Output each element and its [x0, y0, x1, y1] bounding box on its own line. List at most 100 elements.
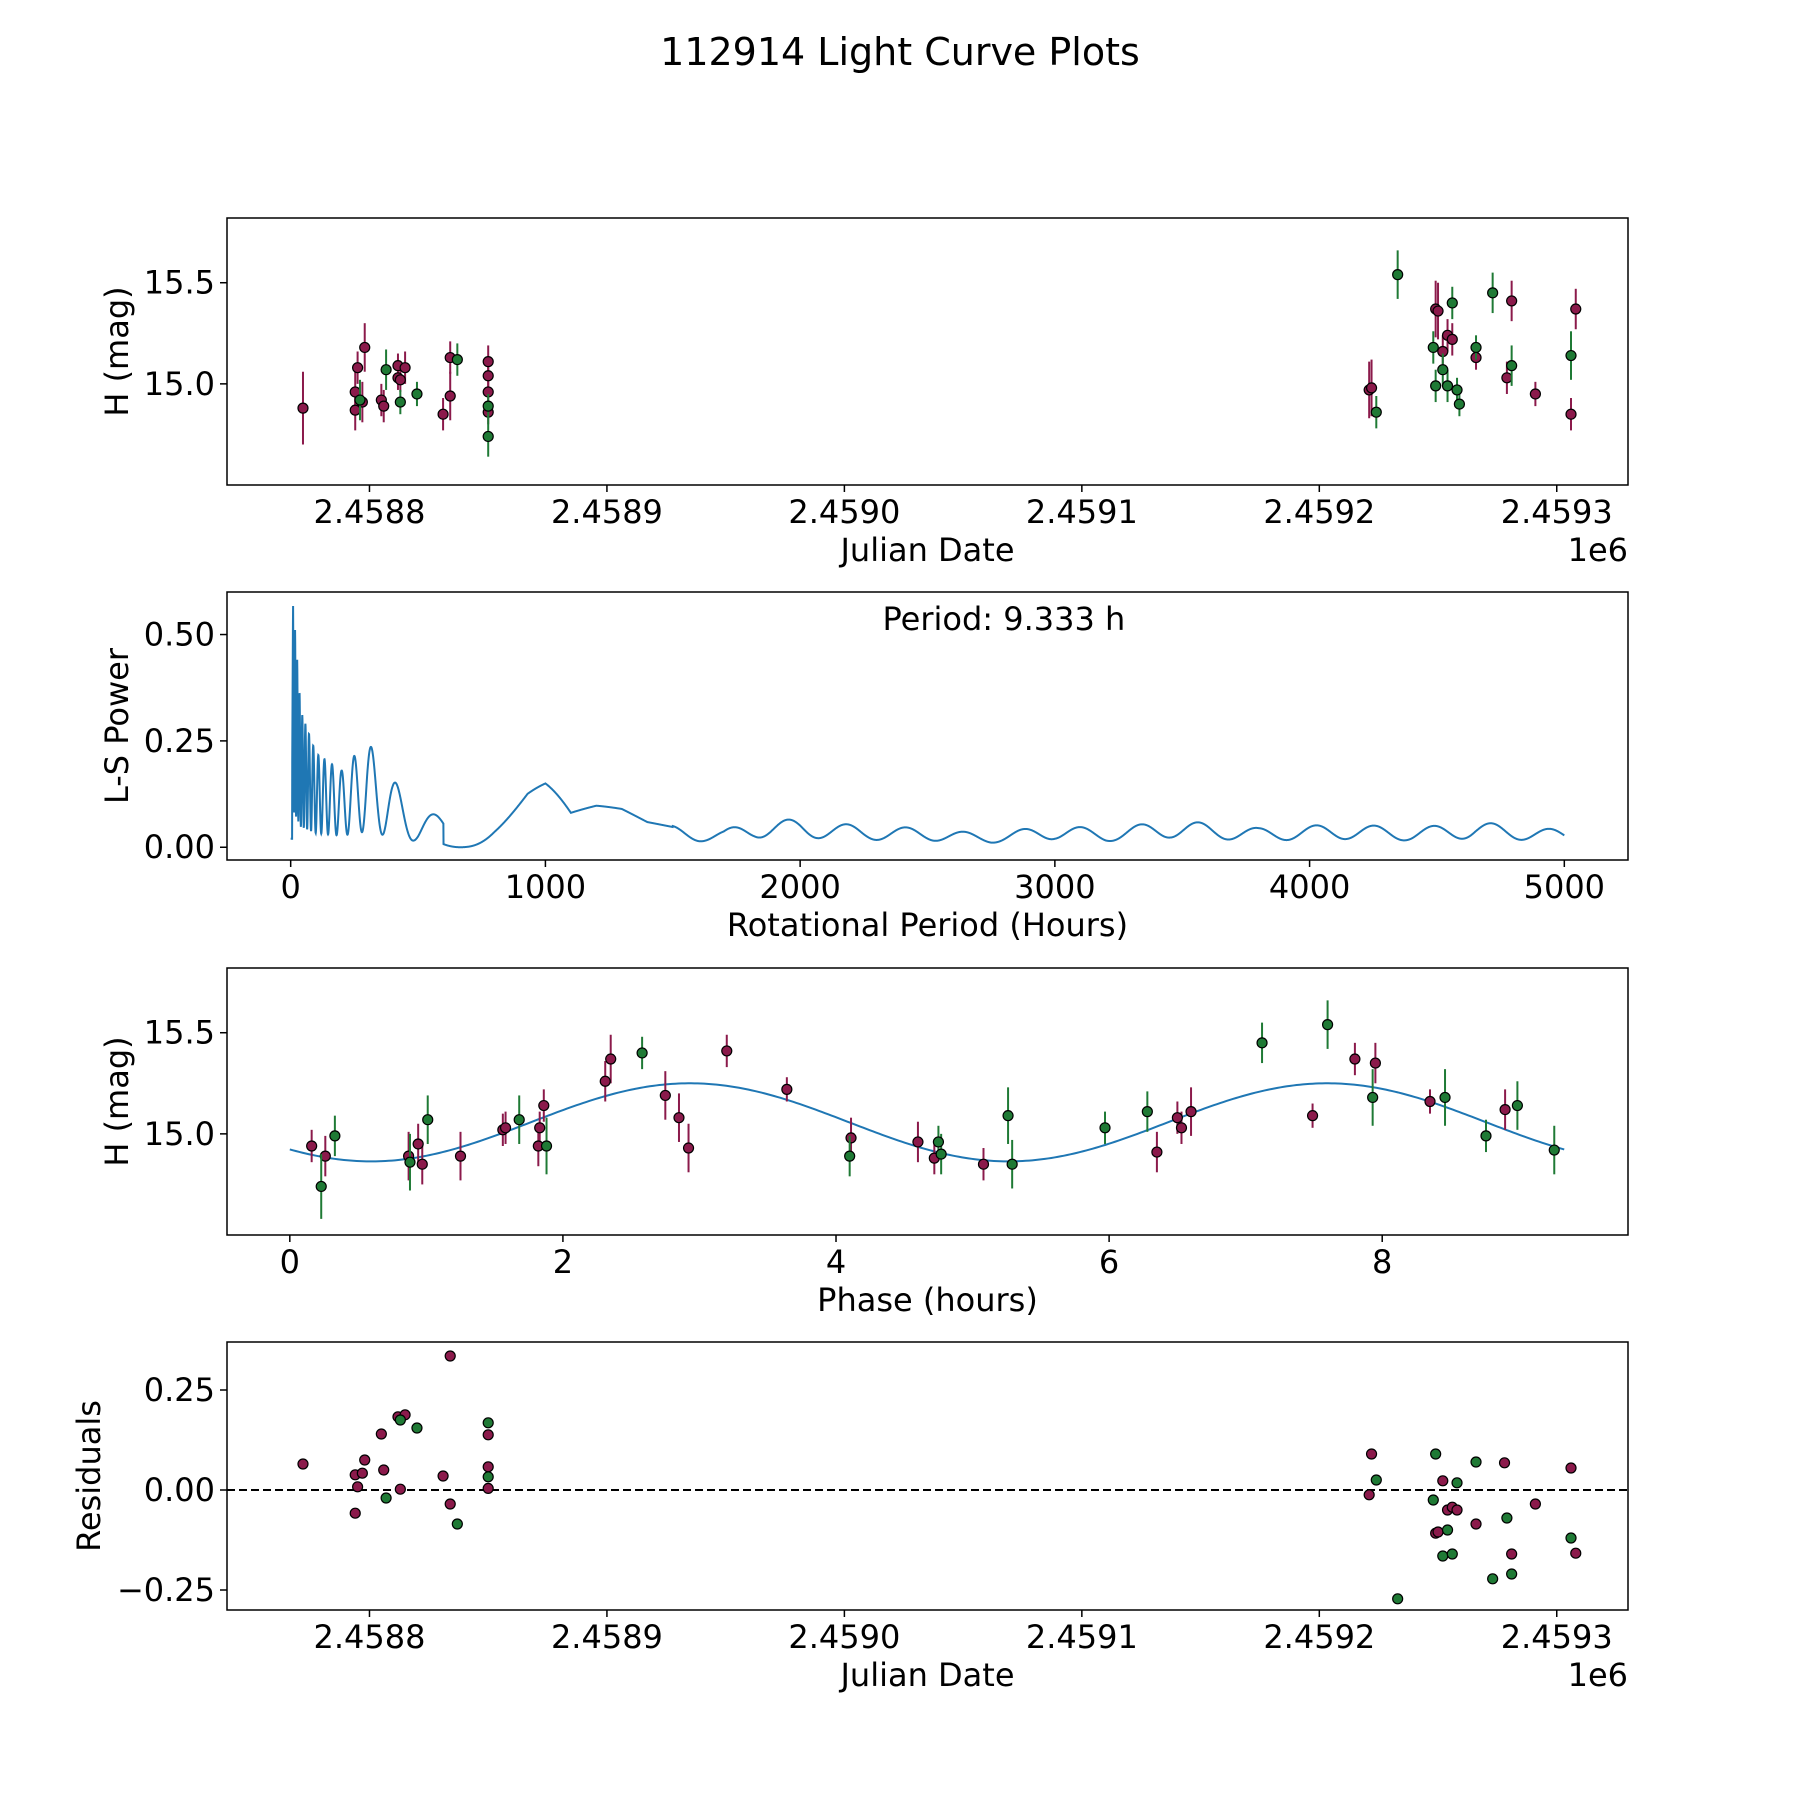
filter-red-point: [1470, 1518, 1482, 1530]
filter-red-point: [1171, 1112, 1183, 1124]
filter-red-point: [599, 1075, 611, 1087]
filter-green-point: [1565, 1532, 1577, 1544]
filter-green-point: [1427, 341, 1439, 354]
y-tick-label: −0.25: [117, 1571, 215, 1609]
filter-green-point: [636, 1047, 648, 1059]
filter-green-point: [1548, 1144, 1560, 1156]
filter-red-point: [1501, 372, 1513, 384]
filter-red-point: [721, 1045, 733, 1057]
x-tick-label: 2.4592: [1263, 1618, 1375, 1656]
filter-red-point: [1506, 295, 1518, 307]
filter-green-point: [1506, 360, 1518, 372]
filter-red-point: [912, 1136, 924, 1148]
filter-red-point: [375, 1428, 387, 1440]
filter-red-point: [1499, 1103, 1511, 1116]
y-axis-label: Residuals: [70, 1400, 108, 1552]
phase-fold-panel: 0 2 4 6 8 15.0 15.5 Phase (hours) H (mag): [98, 967, 1629, 1319]
filter-red-point: [1498, 1457, 1511, 1469]
figure-title: 112914 Light Curve Plots: [660, 30, 1140, 74]
filter-red-point: [482, 370, 494, 382]
filter-green-point: [1437, 364, 1449, 376]
filter-red-point: [297, 1458, 309, 1470]
filter-red-point: [349, 404, 361, 416]
filter-red-point: [1369, 1057, 1381, 1069]
filter-green-point: [1437, 1550, 1449, 1562]
filter-green-point: [1441, 1524, 1454, 1536]
y-tick-label: 15.5: [144, 264, 215, 302]
x-tick-label: 2.4593: [1501, 1618, 1613, 1656]
filter-red-point: [659, 1089, 671, 1102]
x-axis-label: Julian Date: [838, 1656, 1014, 1694]
filter-red-point: [1432, 1526, 1444, 1538]
phase-fold-frame: [226, 967, 1629, 1236]
y-tick-label: 0.00: [144, 1471, 215, 1509]
filter-green-point: [1321, 1019, 1334, 1031]
filter-green-point: [1430, 380, 1442, 392]
filter-green-point: [482, 430, 494, 443]
filter-red-point: [306, 1140, 318, 1152]
y-tick-label: 0.50: [144, 616, 215, 654]
x-tick-label: 2000: [759, 868, 840, 906]
filter-green-point: [1487, 287, 1499, 299]
filter-green-point: [1392, 1593, 1404, 1605]
residuals-frame: [226, 1341, 1629, 1611]
y-axis-label: H (mag): [98, 1036, 136, 1166]
filter-red-point: [1451, 1504, 1463, 1516]
period-annotation: Period: 9.333 h: [883, 600, 1126, 638]
filter-green-point: [1501, 1512, 1513, 1524]
light-curve-plot-area: [297, 250, 1582, 457]
filter-green-point: [315, 1180, 327, 1193]
x-tick-label: 3000: [1014, 868, 1095, 906]
filter-red-point: [378, 1464, 390, 1476]
panels-container: 2.4588 2.4589 2.4590 2.4591 2.4592 2.4593 15.0…: [70, 217, 1629, 1694]
x-axis-offset-label: 1e6: [1568, 1656, 1628, 1694]
filter-green-point: [540, 1140, 553, 1152]
light-curve-frame: [226, 217, 1629, 486]
filter-red-point: [482, 356, 494, 368]
x-tick-label: 2.4591: [1026, 493, 1138, 531]
filter-green-point: [404, 1156, 416, 1168]
x-tick-label: 2.4592: [1263, 493, 1375, 531]
filter-green-point: [422, 1114, 434, 1126]
filter-red-point: [454, 1150, 467, 1162]
y-tick-label: 0.00: [144, 828, 215, 866]
filter-green-point: [411, 1422, 423, 1434]
filter-green-point: [1470, 341, 1482, 354]
light-curve-panel: 2.4588 2.4589 2.4590 2.4591 2.4592 2.4593 15.0…: [98, 217, 1629, 569]
filter-red-point: [297, 402, 309, 414]
filter-green-point: [1427, 1494, 1439, 1506]
filter-green-point: [1511, 1099, 1523, 1112]
x-axis-label: Rotational Period (Hours): [727, 906, 1128, 944]
filter-red-point: [352, 362, 364, 374]
filter-green-point: [1506, 1568, 1518, 1580]
x-tick-label: 2.4590: [788, 493, 900, 531]
periodogram-panel: Period: 9.333 h 0 1000 2000 3000 4000 5000 0.00…: [98, 591, 1629, 944]
filter-green-point: [1470, 1456, 1482, 1468]
x-tick-label: 2.4588: [313, 493, 425, 531]
filter-green-point: [844, 1150, 856, 1162]
filter-red-point: [977, 1158, 990, 1170]
filter-red-point: [605, 1053, 617, 1065]
filter-green-point: [1487, 1573, 1499, 1585]
filter-red-point: [356, 1467, 368, 1479]
filter-red-point: [1565, 408, 1577, 420]
filter-red-point: [845, 1132, 857, 1144]
x-tick-label: 2.4591: [1026, 1618, 1138, 1656]
filter-red-point: [1437, 1475, 1449, 1487]
filter-green-point: [1446, 1548, 1458, 1560]
filter-red-point: [1365, 382, 1378, 394]
x-tick-label: 2: [553, 1243, 573, 1281]
filter-red-point: [412, 1138, 424, 1150]
filter-red-point: [1506, 1548, 1518, 1560]
filter-red-point: [359, 1454, 371, 1466]
filter-green-point: [1392, 269, 1404, 281]
filter-red-point: [482, 1482, 494, 1495]
filter-red-point: [1529, 1498, 1541, 1510]
y-tick-label: 15.0: [144, 1115, 215, 1153]
filter-red-point: [1185, 1106, 1197, 1118]
x-tick-label: 1000: [505, 868, 586, 906]
filter-green-point: [935, 1148, 947, 1160]
x-tick-label: 0: [281, 868, 301, 906]
x-tick-label: 4000: [1269, 868, 1350, 906]
